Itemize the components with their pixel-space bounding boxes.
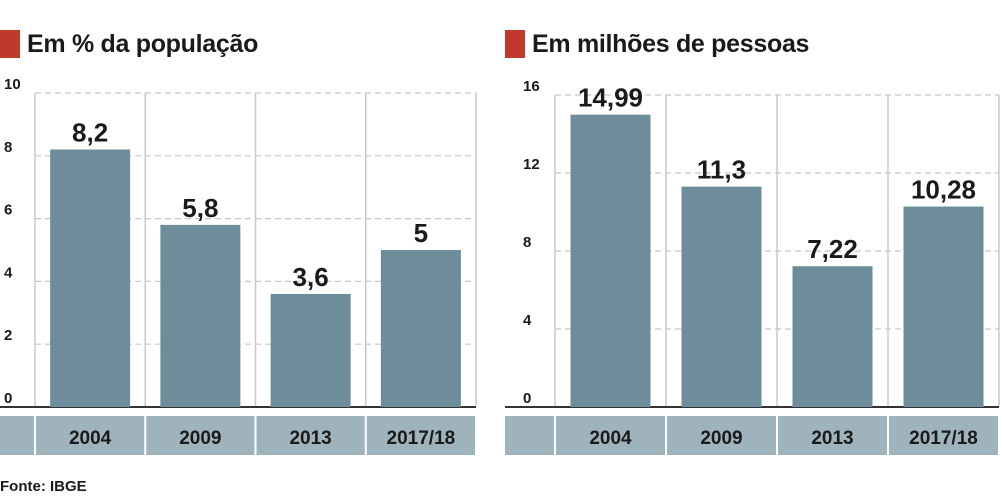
chart-title: Em % da população: [27, 29, 259, 58]
source-note: Fonte: IBGE: [0, 478, 87, 495]
x-tick-label: 2009: [700, 428, 742, 449]
y-tick-label: 6: [4, 202, 12, 219]
y-tick-label: 0: [523, 390, 531, 407]
y-tick-label: 4: [523, 312, 532, 329]
x-tick-label: 2004: [69, 428, 112, 449]
x-tick-label: 2017/18: [909, 428, 978, 449]
bar-value-label: 5: [414, 218, 428, 248]
chart-title-row: Em % da população: [0, 28, 258, 60]
bar-value-label: 11,3: [697, 155, 746, 185]
bar-value-label: 10,28: [911, 175, 976, 205]
chart-panel-millions: Em milhões de pessoas 0 4 8 12 16 14,99 2004 11…: [505, 0, 1001, 470]
y-tick-label: 8: [523, 234, 531, 251]
bar-chart-millions: 0 4 8 12 16 14,99 2004 11,3 2009 7,22 2013 10,28 201…: [505, 78, 1000, 455]
bar: [380, 250, 461, 407]
x-tick-label: 2013: [811, 428, 853, 449]
x-tick-label: 2004: [589, 428, 632, 449]
bar-value-label: 7,22: [807, 234, 858, 264]
y-tick-label: 10: [4, 76, 21, 93]
bar: [50, 149, 131, 407]
chart-title-row: Em milhões de pessoas: [505, 28, 809, 60]
y-tick-label: 12: [523, 156, 540, 173]
x-axis-band: [0, 416, 476, 455]
bar-value-label: 5,8: [182, 193, 218, 223]
bar: [270, 293, 351, 407]
bar: [792, 266, 873, 407]
y-tick-label: 16: [523, 78, 540, 95]
title-marker: [505, 30, 525, 58]
x-tick-label: 2009: [179, 428, 221, 449]
bar: [160, 224, 241, 407]
bar: [681, 186, 762, 407]
x-tick-label: 2013: [289, 428, 331, 449]
bar: [570, 114, 651, 407]
y-tick-label: 2: [4, 327, 12, 344]
chart-panel-percent: Em % da população 0 2 4 6 8 10 8,2 2004 5,8 2009 3…: [0, 0, 480, 470]
y-tick-label: 0: [4, 390, 12, 407]
bar: [903, 206, 984, 407]
x-tick-label: 2017/18: [387, 428, 456, 449]
bar-value-label: 8,2: [72, 118, 108, 148]
y-tick-label: 4: [4, 264, 13, 281]
x-axis-band: [505, 416, 999, 455]
y-tick-label: 8: [4, 139, 12, 156]
chart-title: Em milhões de pessoas: [532, 29, 810, 58]
title-marker: [0, 30, 20, 58]
bar-value-label: 14,99: [578, 83, 643, 113]
bar-chart-percent: 0 2 4 6 8 10 8,2 2004 5,8 2009 3,6 2013 5 2017/18: [0, 76, 477, 455]
bar-value-label: 3,6: [293, 262, 329, 292]
